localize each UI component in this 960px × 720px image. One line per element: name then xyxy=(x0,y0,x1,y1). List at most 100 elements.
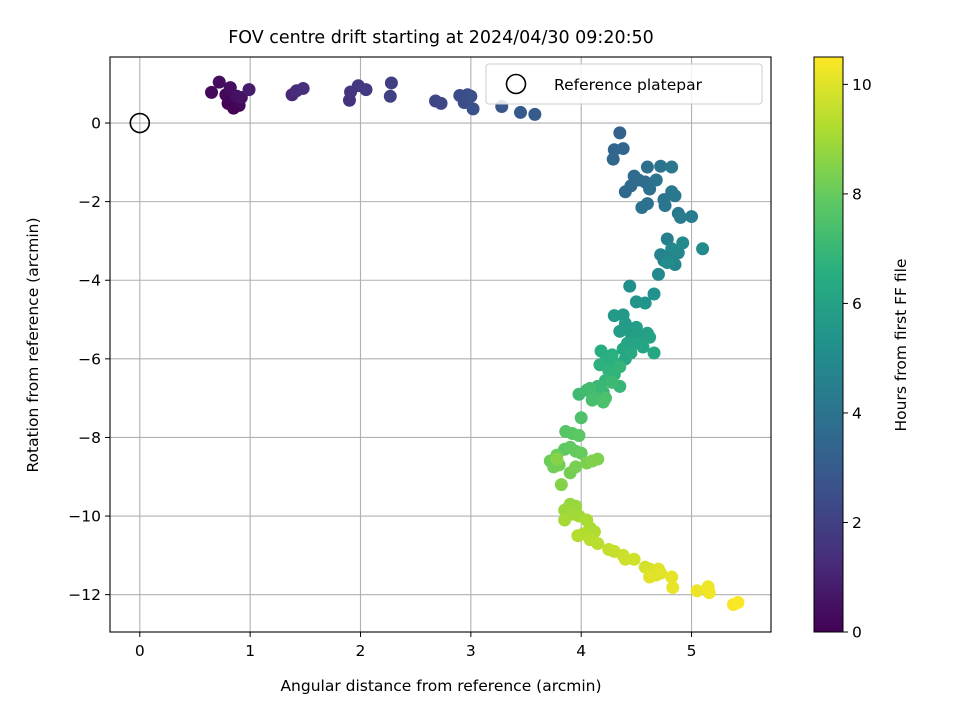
y-axis-ticks: 0 −2 −4 −6 −8 −10 −12 xyxy=(68,115,110,604)
data-point xyxy=(638,296,652,310)
data-points xyxy=(205,75,745,611)
data-point xyxy=(654,566,668,580)
data-point xyxy=(665,242,679,256)
data-point xyxy=(242,83,256,97)
x-tick-label: 1 xyxy=(245,642,255,660)
data-point xyxy=(676,236,690,250)
colorbar-tick-label: 10 xyxy=(852,76,872,94)
colorbar-tick-label: 0 xyxy=(852,624,862,642)
x-tick-label: 4 xyxy=(576,642,586,660)
data-point xyxy=(643,330,657,344)
data-point xyxy=(558,513,572,527)
data-point xyxy=(665,185,679,199)
colorbar-tick-label: 6 xyxy=(852,295,862,313)
data-point xyxy=(434,96,448,110)
data-point xyxy=(651,267,665,281)
data-point xyxy=(665,160,679,174)
data-point xyxy=(643,570,657,584)
legend: Reference platepar xyxy=(485,63,763,105)
data-point xyxy=(466,102,480,116)
colorbar-gradient xyxy=(813,56,844,633)
data-point xyxy=(660,256,674,270)
x-axis-label: Angular distance from reference (arcmin) xyxy=(280,677,601,695)
data-point xyxy=(585,393,599,407)
grid-lines xyxy=(110,57,771,632)
x-axis-ticks: 0 1 2 3 4 5 xyxy=(135,632,697,660)
data-point xyxy=(574,446,588,460)
data-point xyxy=(685,210,699,224)
data-point xyxy=(605,375,619,389)
data-point xyxy=(731,596,745,610)
y-tick-label: −6 xyxy=(78,350,101,368)
y-tick-label: −4 xyxy=(78,272,101,290)
colorbar: 0 2 4 6 8 10 Hours from first FF file xyxy=(813,56,910,642)
data-point xyxy=(649,173,663,187)
data-point xyxy=(640,160,654,174)
y-tick-label: 0 xyxy=(91,115,101,133)
data-point xyxy=(624,346,638,360)
data-point xyxy=(666,581,680,595)
data-point xyxy=(384,76,398,90)
data-point xyxy=(623,279,637,293)
data-point xyxy=(205,85,219,99)
data-point xyxy=(569,460,583,474)
y-axis-label: Rotation from reference (arcmin) xyxy=(24,217,42,472)
data-point xyxy=(636,340,650,354)
data-point xyxy=(696,242,710,256)
data-point xyxy=(594,344,608,358)
data-point xyxy=(616,142,630,156)
data-point xyxy=(665,570,679,584)
plot-frame xyxy=(109,56,772,633)
data-point xyxy=(647,346,661,360)
data-point xyxy=(383,89,397,103)
colorbar-tick-label: 8 xyxy=(852,185,862,203)
data-point xyxy=(585,454,599,468)
chart-title: FOV centre drift starting at 2024/04/30 … xyxy=(228,28,654,48)
colorbar-tick-label: 2 xyxy=(852,514,862,532)
data-point xyxy=(571,529,585,543)
data-point xyxy=(606,152,620,166)
data-point xyxy=(583,381,597,395)
y-tick-label: −10 xyxy=(68,508,101,526)
colorbar-label: Hours from first FF file xyxy=(892,259,910,432)
data-point xyxy=(658,199,672,213)
plot-area xyxy=(109,56,772,633)
data-point xyxy=(640,197,654,211)
colorbar-ticks: 0 2 4 6 8 10 xyxy=(843,76,872,642)
data-point xyxy=(660,232,674,246)
data-point xyxy=(359,83,373,97)
x-tick-label: 0 xyxy=(135,642,145,660)
data-point xyxy=(554,478,568,492)
y-tick-label: −12 xyxy=(68,586,101,604)
data-point xyxy=(643,182,657,196)
data-point xyxy=(464,89,478,103)
data-point xyxy=(613,126,627,140)
y-tick-label: −2 xyxy=(78,193,101,211)
data-point xyxy=(296,81,310,95)
legend-marker xyxy=(505,73,527,95)
data-point xyxy=(550,452,564,466)
data-point xyxy=(514,105,528,119)
x-tick-label: 5 xyxy=(687,642,697,660)
x-tick-label: 2 xyxy=(356,642,366,660)
data-point xyxy=(613,324,627,338)
x-tick-label: 3 xyxy=(466,642,476,660)
data-point xyxy=(574,411,588,425)
data-point xyxy=(627,552,641,566)
reference-marker xyxy=(129,112,151,134)
data-point xyxy=(647,287,661,301)
data-point xyxy=(212,75,226,89)
data-point xyxy=(528,107,542,121)
data-point xyxy=(613,360,627,374)
data-point xyxy=(572,428,586,442)
data-point xyxy=(690,584,704,598)
colorbar-tick-label: 4 xyxy=(852,404,862,422)
data-point xyxy=(654,159,668,173)
legend-entry-label: Reference platepar xyxy=(554,76,703,94)
legend-box xyxy=(485,63,763,105)
data-point xyxy=(598,391,612,405)
data-point xyxy=(702,586,716,600)
y-tick-label: −8 xyxy=(78,429,101,447)
data-point xyxy=(674,210,688,224)
